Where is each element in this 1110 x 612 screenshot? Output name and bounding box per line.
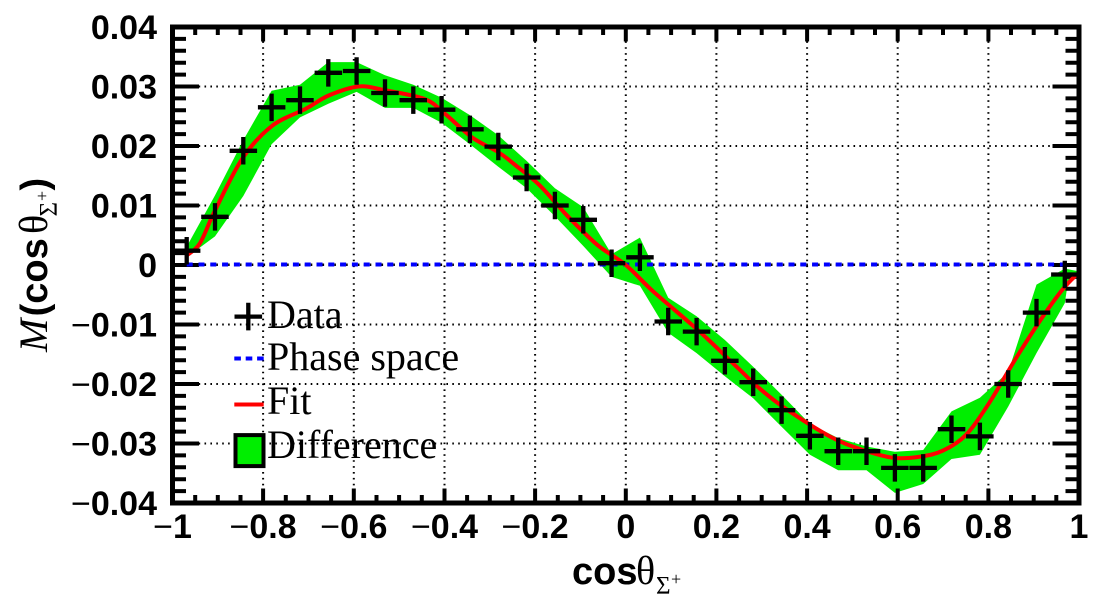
svg-text:(: ( xyxy=(14,303,56,316)
svg-text:−1: −1 xyxy=(153,508,192,546)
svg-text:Σ: Σ xyxy=(36,202,63,217)
svg-text:0.02: 0.02 xyxy=(91,128,157,166)
svg-text:1: 1 xyxy=(1070,508,1089,546)
svg-text:−0.03: −0.03 xyxy=(71,426,157,464)
svg-text:θ: θ xyxy=(636,548,655,593)
svg-text:−0.6: −0.6 xyxy=(320,508,387,546)
svg-text:cos: cos xyxy=(572,551,637,593)
svg-text:0.6: 0.6 xyxy=(874,508,921,546)
svg-text:+: + xyxy=(671,569,681,589)
svg-text:θ: θ xyxy=(11,215,56,234)
svg-text:): ) xyxy=(14,178,56,191)
svg-text:−0.4: −0.4 xyxy=(411,508,478,546)
svg-text:Data: Data xyxy=(267,292,343,337)
svg-text:−0.2: −0.2 xyxy=(502,508,569,546)
svg-text:cos: cos xyxy=(14,238,56,303)
svg-text:−0.8: −0.8 xyxy=(230,508,297,546)
svg-text:0.01: 0.01 xyxy=(91,188,157,226)
svg-text:M: M xyxy=(11,316,56,353)
svg-text:+: + xyxy=(32,191,52,201)
svg-text:−0.04: −0.04 xyxy=(71,485,157,523)
svg-text:0.2: 0.2 xyxy=(693,508,740,546)
svg-text:0.4: 0.4 xyxy=(783,508,830,546)
svg-text:0: 0 xyxy=(616,508,635,546)
svg-text:0: 0 xyxy=(138,247,157,285)
svg-text:Phase space: Phase space xyxy=(267,334,459,379)
svg-text:0.8: 0.8 xyxy=(965,508,1012,546)
svg-text:−0.01: −0.01 xyxy=(71,307,157,345)
svg-text:0.04: 0.04 xyxy=(91,9,157,47)
svg-text:0.03: 0.03 xyxy=(91,69,157,107)
svg-text:Σ: Σ xyxy=(656,573,671,600)
svg-text:Difference: Difference xyxy=(267,422,437,467)
svg-text:−0.02: −0.02 xyxy=(71,366,157,404)
svg-text:Fit: Fit xyxy=(267,378,311,423)
